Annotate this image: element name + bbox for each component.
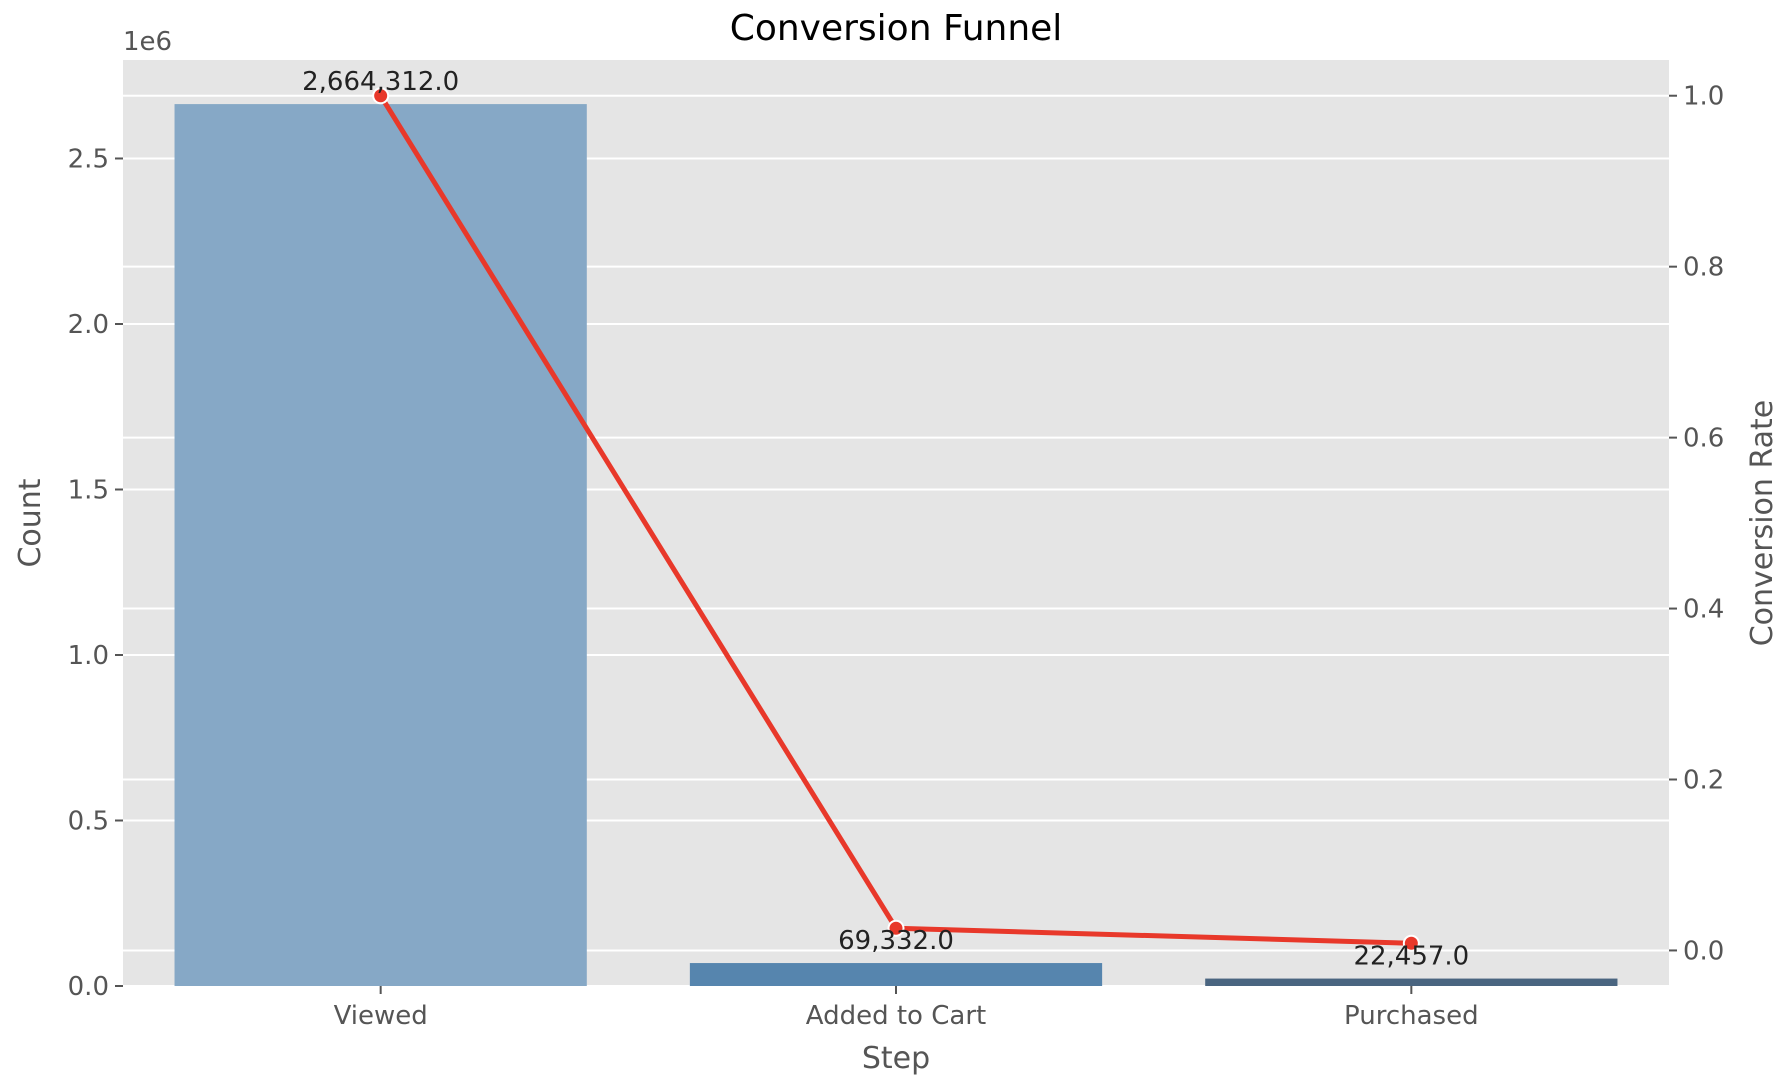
x-axis: Viewed Added to Cart Purchased bbox=[334, 986, 1479, 1031]
bar bbox=[174, 104, 587, 987]
y2-tick-label: 0.8 bbox=[1683, 253, 1724, 283]
y2-axis-title: Conversion Rate bbox=[1745, 400, 1780, 647]
bar-value-label: 69,332.0 bbox=[838, 926, 954, 956]
y-axis-left: 0.0 0.5 1.0 1.5 2.0 2.5 bbox=[68, 144, 123, 1002]
y-tick-label: 1.5 bbox=[68, 475, 109, 505]
bar bbox=[1205, 978, 1618, 986]
bars bbox=[174, 104, 1618, 987]
bar-value-labels: 2,664,312.0 69,332.0 22,457.0 bbox=[302, 67, 1469, 971]
y2-tick-label: 1.0 bbox=[1683, 82, 1724, 112]
y-tick-label: 0.0 bbox=[68, 972, 109, 1002]
conversion-rate-series bbox=[372, 87, 1420, 952]
y2-tick-label: 0.0 bbox=[1683, 936, 1724, 966]
y2-tick-label: 0.2 bbox=[1683, 766, 1724, 796]
y-tick-label: 2.5 bbox=[68, 144, 109, 174]
y-tick-label: 0.5 bbox=[68, 806, 109, 836]
x-tick-label: Added to Cart bbox=[806, 1001, 986, 1031]
conversion-rate-marker bbox=[887, 919, 905, 937]
conversion-rate-marker bbox=[1402, 934, 1420, 952]
bar-value-label: 2,664,312.0 bbox=[302, 67, 459, 97]
y-tick-label: 2.0 bbox=[68, 310, 109, 340]
conversion-rate-marker bbox=[372, 87, 390, 105]
y-axis-offset-text: 1e6 bbox=[123, 27, 172, 57]
chart-title: Conversion Funnel bbox=[730, 8, 1063, 49]
y2-tick-label: 0.6 bbox=[1683, 424, 1724, 454]
bar-value-label: 22,457.0 bbox=[1353, 942, 1469, 972]
x-tick-label: Viewed bbox=[334, 1001, 428, 1031]
x-axis-title: Step bbox=[862, 1041, 930, 1076]
y2-tick-label: 0.4 bbox=[1683, 595, 1724, 625]
y-axis-right: 0.0 0.2 0.4 0.6 0.8 1.0 bbox=[1669, 82, 1724, 966]
bar bbox=[689, 963, 1103, 986]
y-axis-title: Count bbox=[13, 478, 48, 567]
y-tick-label: 1.0 bbox=[68, 641, 109, 671]
x-tick-label: Purchased bbox=[1344, 1001, 1479, 1031]
